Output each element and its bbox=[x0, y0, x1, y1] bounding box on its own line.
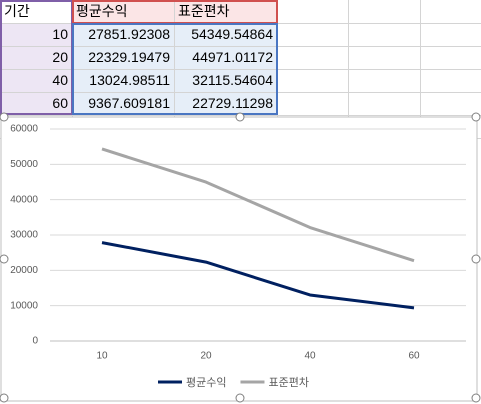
y-tick-label: 50000 bbox=[10, 159, 38, 170]
value-cell: 27851.92308 bbox=[88, 26, 170, 42]
range-outline bbox=[72, 23, 278, 115]
value-cell: 22329.19479 bbox=[88, 49, 170, 65]
value-cell: 44971.01172 bbox=[192, 49, 273, 65]
value-cell: 32115.54604 bbox=[192, 72, 273, 88]
header-cell: 표준편차 bbox=[178, 3, 230, 19]
legend-label: 평균수익 bbox=[186, 376, 226, 389]
value-cell: 22729.11298 bbox=[192, 95, 273, 111]
value-cell: 60 bbox=[52, 95, 68, 111]
resize-handle bbox=[0, 254, 9, 264]
series-line bbox=[101, 147, 415, 263]
resize-handle bbox=[235, 112, 245, 122]
resize-handle bbox=[471, 112, 481, 122]
y-tick-label: 30000 bbox=[10, 230, 38, 241]
resize-handle bbox=[0, 393, 9, 403]
value-cell: 13024.98511 bbox=[89, 72, 170, 88]
value-cell: 10 bbox=[52, 26, 68, 42]
y-tick-label: 60000 bbox=[10, 124, 38, 135]
value-cell: 20 bbox=[52, 49, 68, 65]
x-tick-label: 40 bbox=[304, 351, 316, 362]
x-tick-label: 60 bbox=[408, 351, 420, 362]
header-cell: 기간 bbox=[4, 3, 30, 19]
series-line bbox=[101, 241, 415, 310]
resize-handle bbox=[0, 112, 9, 122]
value-cell: 9367.609181 bbox=[88, 95, 170, 111]
legend-label: 표준편차 bbox=[268, 376, 308, 389]
y-tick-label: 20000 bbox=[10, 265, 38, 276]
resize-handle bbox=[471, 254, 481, 264]
x-tick-label: 10 bbox=[96, 351, 108, 362]
y-tick-label: 40000 bbox=[10, 194, 38, 205]
x-tick-label: 20 bbox=[200, 351, 212, 362]
value-cell: 40 bbox=[52, 72, 68, 88]
resize-handle bbox=[235, 393, 245, 403]
header-cell: 평균수익 bbox=[76, 3, 128, 19]
y-tick-label: 0 bbox=[32, 336, 38, 347]
value-cell: 54349.54864 bbox=[191, 26, 273, 42]
y-tick-label: 10000 bbox=[10, 300, 38, 311]
resize-handle bbox=[471, 393, 481, 403]
